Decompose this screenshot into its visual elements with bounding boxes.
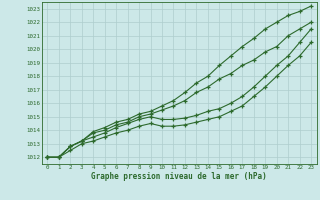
X-axis label: Graphe pression niveau de la mer (hPa): Graphe pression niveau de la mer (hPa) [91, 172, 267, 181]
